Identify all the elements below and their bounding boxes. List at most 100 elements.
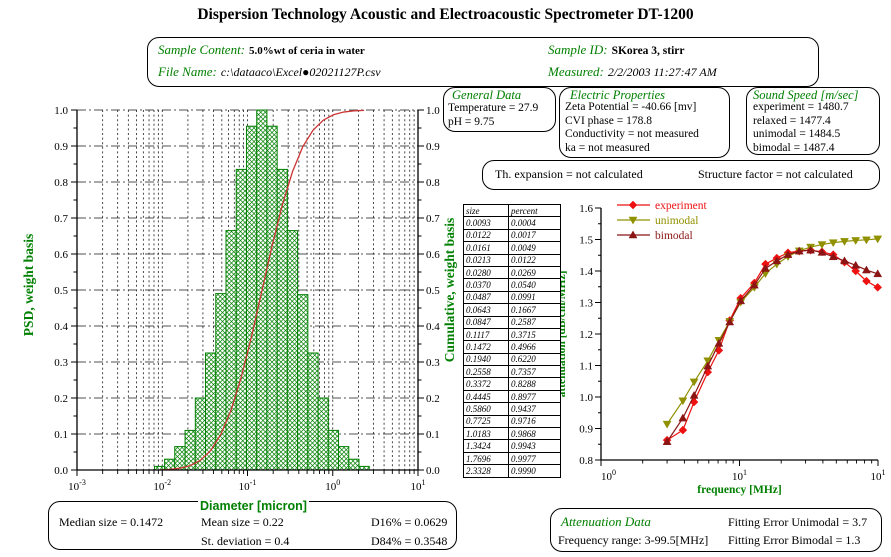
psd-table: size percent 0.0093 0.0004 0.0122 0.0017 0.0…	[463, 203, 561, 478]
median-size-value: Median size = 0.1472	[59, 515, 164, 529]
table-header-row: size percent	[463, 203, 561, 218]
table-cell: 0.0643	[463, 303, 509, 317]
attenuation-data-panel: Attenuation Data Fitting Error Unimodal …	[550, 508, 882, 552]
sound-speed-title: Sound Speed [m/sec]	[753, 88, 859, 102]
table-cell: 0.0093	[463, 216, 509, 230]
table-row: 0.1472 0.4966	[463, 340, 561, 354]
svg-text:0.4: 0.4	[54, 321, 68, 333]
sample-id-label: Sample ID:	[548, 42, 608, 57]
svg-text:100: 100	[601, 468, 616, 483]
table-row: 0.1940 0.6220	[463, 352, 561, 367]
table-cell: 0.0213	[463, 253, 509, 267]
svg-text:1.3: 1.3	[579, 298, 593, 310]
table-cell: 0.0269	[508, 265, 561, 280]
table-cell: 0.8288	[508, 377, 561, 391]
general-data-panel: General Data Temperature = 27.9 pH = 9.7…	[443, 87, 556, 132]
table-row: 0.0370 0.0540	[463, 278, 561, 292]
table-cell: 0.0370	[463, 278, 509, 292]
svg-text:1.0: 1.0	[54, 105, 68, 117]
svg-text:100: 100	[325, 478, 340, 493]
psd-axes: 0.0 0.0 0.1 0.1 0.2 0.2 0.3 0.3 0.4 0.4 0.5 0.5 0.6 0…	[54, 105, 440, 493]
table-cell: 1.3424	[463, 439, 509, 453]
table-cell: 0.7357	[508, 365, 561, 379]
svg-text:101: 101	[871, 468, 886, 483]
table-row: 0.0280 0.0269	[463, 265, 561, 280]
structure-factor-value: Structure factor = not calculated	[698, 167, 853, 181]
svg-text:1.1: 1.1	[579, 361, 593, 373]
size-column-header: size	[463, 203, 509, 218]
svg-text:1.0: 1.0	[426, 105, 440, 117]
table-cell: 0.0991	[508, 290, 561, 305]
table-cell: 0.3372	[463, 377, 509, 391]
cumulative-curve	[159, 109, 365, 471]
series-experiment	[662, 245, 883, 445]
sound-speed-unimodal: unimodal = 1484.5	[753, 128, 841, 140]
table-cell: 0.9977	[508, 451, 561, 466]
sound-speed-panel: Sound Speed [m/sec] experiment = 1480.7 …	[746, 87, 880, 155]
table-cell: 0.0122	[463, 228, 509, 243]
electric-properties-panel: Electric Properties Zeta Potential = -40…	[559, 87, 730, 158]
file-name-value: c:\dataaco\Excel●02021127P.csv	[220, 65, 381, 79]
table-row: 0.3372 0.8288	[463, 377, 561, 391]
table-cell: 0.4966	[508, 340, 561, 354]
ph-value: pH = 9.75	[448, 115, 495, 128]
table-cell: 0.1117	[463, 327, 509, 342]
table-row: 0.0161 0.0049	[463, 241, 561, 255]
svg-text:0.9: 0.9	[426, 141, 440, 153]
d84-value: D84% = 0.3548	[371, 534, 448, 548]
svg-text:1.5: 1.5	[579, 235, 593, 247]
table-cell: 0.0847	[463, 315, 509, 329]
svg-text:0.7: 0.7	[426, 213, 440, 225]
table-cell: 1.7696	[463, 451, 509, 466]
svg-text:1.6: 1.6	[579, 203, 593, 215]
svg-text:1.2: 1.2	[579, 329, 593, 341]
table-cell: 0.1667	[508, 303, 561, 317]
fitting-error-bimodal-value: Fitting Error Bimodal = 1.3	[728, 533, 861, 547]
table-cell: 1.0183	[463, 427, 509, 441]
table-cell: 0.0049	[508, 241, 561, 255]
table-cell: 0.0487	[463, 290, 509, 305]
svg-text:0.9: 0.9	[54, 141, 68, 153]
svg-text:0.0: 0.0	[54, 465, 68, 477]
attenuation-data-title: Attenuation Data	[561, 514, 651, 529]
table-row: 0.0643 0.1667	[463, 303, 561, 317]
sample-content-label: Sample Content:	[158, 42, 246, 57]
table-row: 0.0093 0.0004	[463, 216, 561, 230]
table-cell: 0.0122	[508, 253, 561, 267]
svg-text:0.9: 0.9	[579, 424, 593, 436]
svg-text:10-3: 10-3	[68, 478, 86, 493]
svg-text:101: 101	[732, 468, 747, 483]
legend: experiment unimodal bimodal	[617, 200, 708, 242]
svg-text:0.8: 0.8	[579, 455, 593, 467]
svg-text:10-1: 10-1	[239, 478, 257, 493]
table-cell: 0.1940	[463, 352, 509, 367]
sample-content-value: 5.0%wt of ceria in water	[249, 45, 365, 57]
table-cell: 0.9990	[508, 464, 561, 478]
table-cell: 0.2587	[508, 315, 561, 329]
svg-text:unimodal: unimodal	[655, 215, 698, 227]
sample-id-value: SKorea 3, stirr	[611, 45, 685, 57]
atten-x-axis-title: frequency [MHz]	[697, 484, 781, 496]
zeta-potential-value: Zeta Potential = -40.66 [mv]	[565, 101, 697, 113]
table-row: 0.1117 0.3715	[463, 327, 561, 342]
sound-speed-experiment: experiment = 1480.7	[753, 101, 849, 113]
mean-size-value: Mean size = 0.22	[201, 515, 284, 529]
conductivity-value: Conductivity = not measured	[565, 128, 699, 140]
svg-text:0.8: 0.8	[426, 177, 440, 189]
d16-value: D16% = 0.0629	[371, 515, 448, 529]
svg-text:1.4: 1.4	[579, 266, 593, 278]
table-row: 2.3328 0.9990	[463, 464, 561, 478]
svg-text:experiment: experiment	[655, 200, 708, 212]
attenuation-chart: 0.8 0.9 1.0 1.1 1.2 1.3 1.4 1.5 1.6 100 101 101 expe…	[556, 200, 886, 496]
table-row: 1.0183 0.9868	[463, 427, 561, 441]
measured-value: 2/2/2003 11:27:47 AM	[607, 65, 717, 79]
svg-text:10-2: 10-2	[153, 478, 171, 493]
table-row: 0.7725 0.9716	[463, 414, 561, 429]
table-cell: 0.3715	[508, 327, 561, 342]
table-cell: 0.8977	[508, 389, 561, 404]
table-cell: 0.0280	[463, 265, 509, 280]
svg-text:101: 101	[411, 478, 426, 493]
series-bimodal	[662, 245, 883, 445]
sample-info-panel: Sample Content: 5.0%wt of ceria in water…	[147, 37, 819, 87]
table-row: 0.2558 0.7357	[463, 365, 561, 379]
